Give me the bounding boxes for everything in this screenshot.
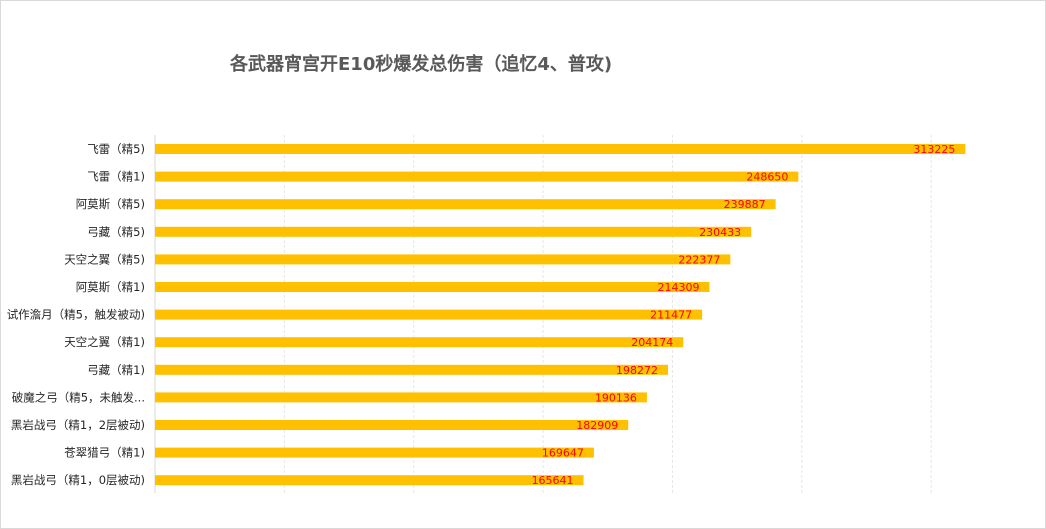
chart-title: 各武器宵宫开E10秒爆发总伤害（追忆4、普攻) bbox=[230, 54, 613, 75]
bar bbox=[155, 392, 647, 403]
bar bbox=[155, 144, 966, 154]
bar bbox=[155, 309, 703, 320]
category-label: 黑岩战弓（精1，2层被动) bbox=[11, 418, 145, 432]
bar bbox=[155, 199, 776, 210]
bar bbox=[155, 226, 752, 237]
bar bbox=[155, 364, 668, 375]
category-label: 天空之翼（精5) bbox=[64, 252, 145, 266]
bar bbox=[155, 254, 731, 265]
category-label: 弓藏（精5) bbox=[87, 225, 145, 239]
data-label: 214309 bbox=[657, 281, 699, 294]
data-label: 313225 bbox=[913, 143, 955, 156]
data-label: 248650 bbox=[746, 171, 788, 184]
bar bbox=[155, 171, 799, 182]
data-label: 169647 bbox=[542, 447, 584, 460]
data-label: 190136 bbox=[595, 391, 637, 404]
category-label: 天空之翼（精1) bbox=[64, 335, 145, 349]
category-label: 阿莫斯（精5) bbox=[76, 197, 145, 211]
bar bbox=[155, 420, 629, 430]
data-label: 230433 bbox=[699, 226, 741, 239]
data-label: 182909 bbox=[576, 419, 618, 432]
bar bbox=[155, 475, 584, 486]
bar bbox=[155, 337, 684, 348]
bar bbox=[155, 282, 710, 292]
bar bbox=[155, 447, 594, 458]
category-label: 试作澹月（精5，触发被动) bbox=[7, 308, 145, 322]
category-label: 飞雷（精5) bbox=[87, 142, 145, 156]
data-label: 222377 bbox=[678, 253, 720, 266]
data-label: 204174 bbox=[631, 336, 673, 349]
category-label: 飞雷（精1) bbox=[87, 170, 145, 184]
data-label: 198272 bbox=[616, 364, 658, 377]
category-label: 弓藏（精1) bbox=[87, 363, 145, 377]
data-label: 165641 bbox=[532, 474, 574, 487]
category-label: 破魔之弓（精5，未触发... bbox=[12, 390, 145, 404]
category-label: 阿莫斯（精1) bbox=[76, 280, 145, 294]
data-label: 211477 bbox=[650, 309, 692, 322]
category-label: 苍翠猎弓（精1) bbox=[64, 446, 145, 460]
category-label: 黑岩战弓（精1，0层被动) bbox=[11, 473, 145, 487]
data-label: 239887 bbox=[724, 198, 766, 211]
